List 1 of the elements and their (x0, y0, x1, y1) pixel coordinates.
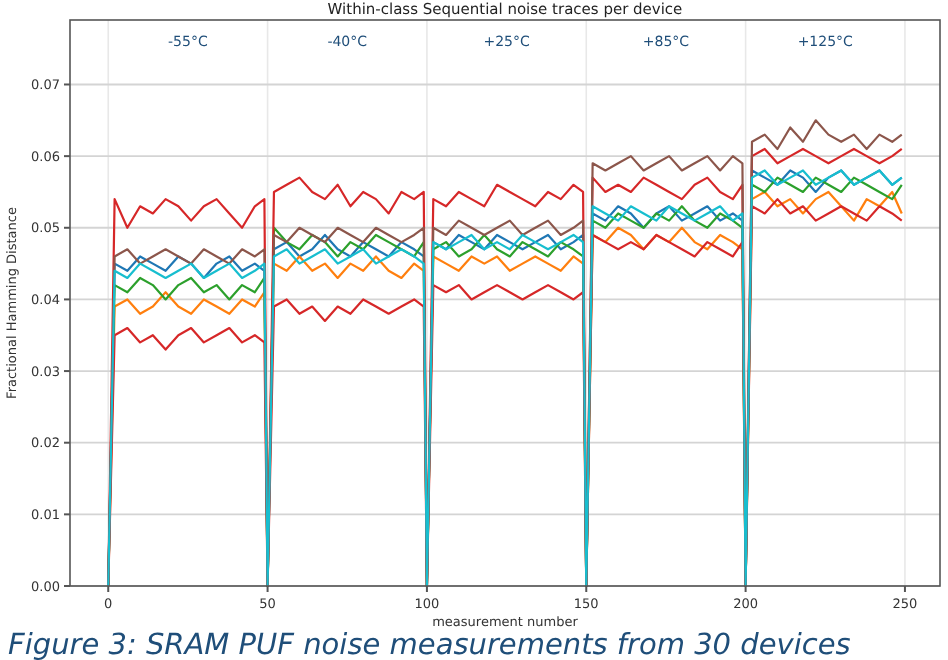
caption: Figure 3: SRAM PUF noise measurements from 30 devices (8, 630, 852, 660)
